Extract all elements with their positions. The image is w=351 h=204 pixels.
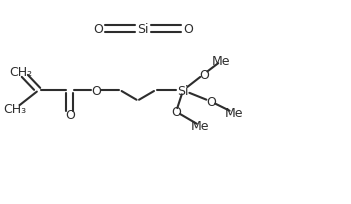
Text: Si: Si bbox=[137, 23, 149, 35]
Text: O: O bbox=[91, 84, 101, 97]
Text: O: O bbox=[171, 106, 181, 119]
Text: CH₂: CH₂ bbox=[9, 66, 33, 79]
Text: Si: Si bbox=[177, 84, 189, 97]
Text: CH₃: CH₃ bbox=[4, 103, 27, 115]
Text: Me: Me bbox=[191, 120, 210, 133]
Text: O: O bbox=[93, 23, 102, 35]
Text: O: O bbox=[206, 95, 216, 109]
Text: Me: Me bbox=[212, 55, 231, 68]
Text: O: O bbox=[199, 68, 209, 81]
Text: O: O bbox=[183, 23, 193, 35]
Text: O: O bbox=[65, 109, 75, 122]
Text: Me: Me bbox=[224, 107, 243, 120]
